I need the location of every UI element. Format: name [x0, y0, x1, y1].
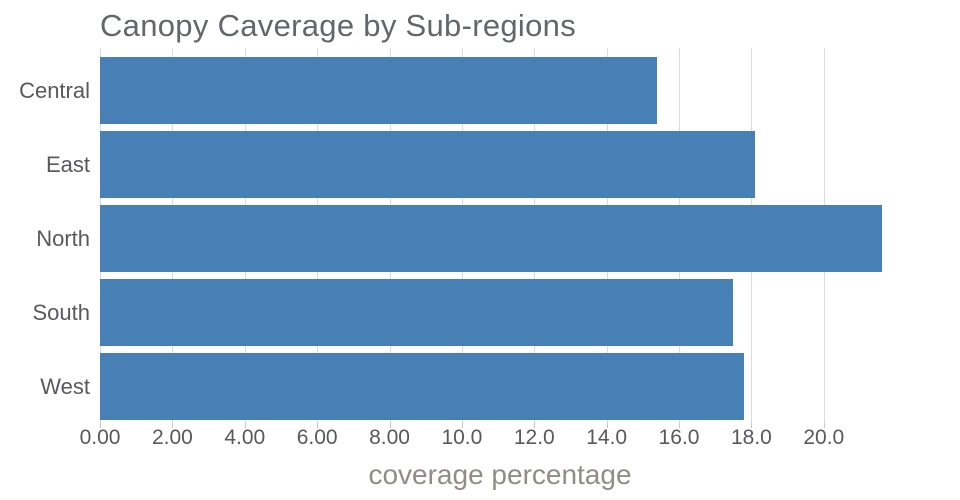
x-tick-mark — [751, 423, 753, 428]
x-tick-mark — [534, 423, 536, 428]
x-tick-mark — [172, 423, 174, 428]
x-tick-label: 18.0 — [730, 426, 772, 449]
x-tick-mark — [100, 423, 101, 428]
y-tick-label: North — [36, 225, 90, 251]
chart-title: Canopy Caverage by Sub-regions — [100, 8, 576, 43]
y-tick-label: South — [32, 299, 91, 325]
bar — [100, 205, 882, 272]
x-tick-label: 12.0 — [513, 426, 555, 449]
y-tick-label: Central — [19, 77, 90, 103]
x-tick-mark — [389, 423, 391, 428]
y-tick-label: East — [45, 151, 90, 177]
x-tick-label: 10.0 — [441, 426, 483, 449]
x-tick-label: 2.00 — [151, 426, 193, 449]
bar — [100, 353, 745, 420]
x-tick-mark — [461, 423, 463, 428]
x-tick-mark — [606, 423, 608, 428]
x-axis-title: coverage percentage — [368, 459, 632, 490]
x-tick-label: 16.0 — [658, 426, 700, 449]
x-tick-label: 8.00 — [369, 426, 410, 449]
x-tick-label: 0.00 — [79, 426, 121, 449]
bar — [100, 57, 658, 124]
x-tick-label: 6.00 — [296, 426, 338, 449]
plot-area — [100, 48, 936, 428]
y-tick-label: West — [40, 373, 90, 399]
x-tick-label: 20.0 — [803, 426, 845, 449]
x-tick-mark — [823, 423, 825, 428]
x-tick-mark — [317, 423, 319, 428]
bar — [100, 131, 755, 198]
x-tick-label: 4.00 — [224, 426, 266, 449]
x-tick-mark — [679, 423, 681, 428]
x-tick-label: 14.0 — [586, 426, 628, 449]
bar — [100, 279, 734, 346]
x-tick-mark — [244, 423, 246, 428]
